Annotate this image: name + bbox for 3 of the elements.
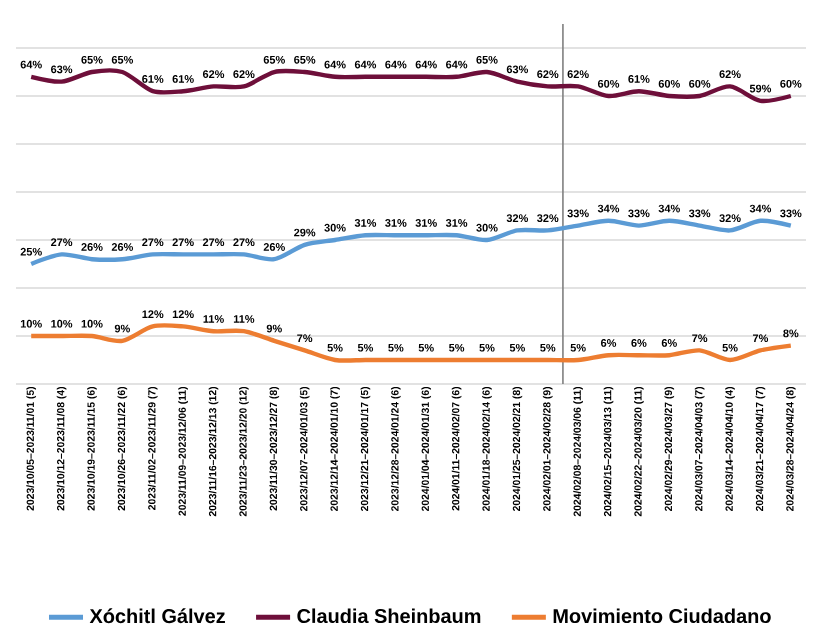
legend-label: Xóchitl Gálvez xyxy=(89,608,225,624)
legend-label: Claudia Sheinbaum xyxy=(297,608,481,624)
legend-label: Movimiento Ciudadano xyxy=(553,608,771,624)
